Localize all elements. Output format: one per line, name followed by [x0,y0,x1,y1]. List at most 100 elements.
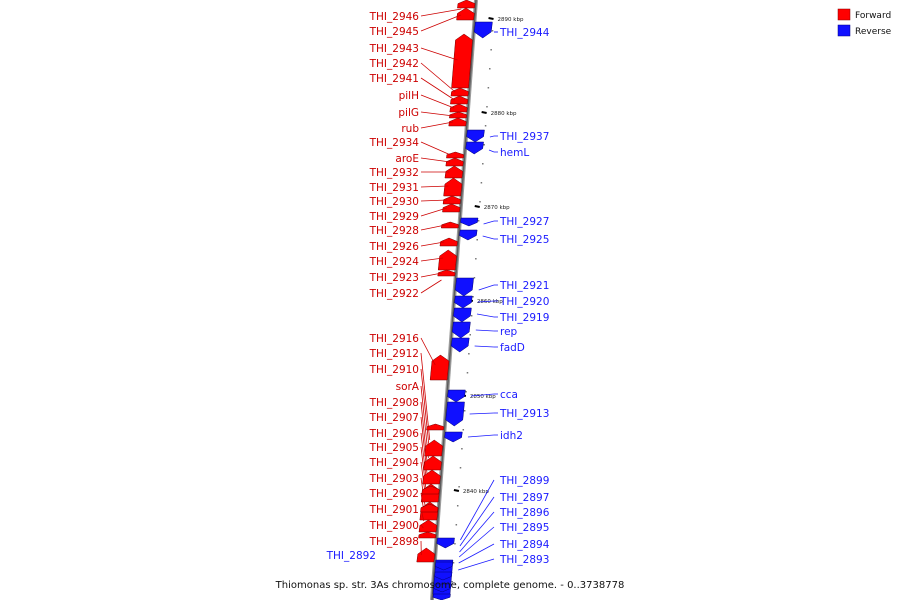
gene-label-forward[interactable]: THI_2932 [369,167,419,179]
gene-forward-THI_2934[interactable] [446,151,465,159]
gene-label-reverse[interactable]: THI_2927 [499,216,549,228]
gene-label-forward[interactable]: rub [401,123,419,135]
gene-label-forward[interactable]: THI_2900 [369,520,419,532]
gene-reverse-THI_2895[interactable] [436,537,455,549]
gene-forward-THI_2928[interactable] [440,221,459,229]
gene-label-forward[interactable]: THI_2941 [369,73,419,85]
gene-label-forward[interactable]: THI_2922 [369,288,419,300]
gene-forward-THI_2900[interactable] [418,519,438,533]
gene-reverse-THI_2925[interactable] [459,229,478,241]
gene-label-forward[interactable]: THI_2905 [369,442,419,454]
gene-label-reverse[interactable]: THI_2921 [499,280,549,292]
gene-reverse-hemL[interactable] [465,141,484,155]
gene-forward-THI_2904[interactable] [423,455,442,471]
gene-reverse-THI_2920[interactable] [454,295,473,309]
gene-label-reverse[interactable]: THI_2920 [499,296,549,308]
gene-reverse-fadD[interactable] [450,337,470,353]
gene-label-reverse[interactable]: THI_2893 [499,554,549,566]
gene-reverse-rep[interactable] [451,321,471,339]
gene-forward-THI_2926[interactable] [439,237,458,247]
gene-label-forward[interactable]: THI_2907 [369,412,419,424]
gene-label-reverse[interactable]: THI_2892 [326,550,376,562]
gene-label-forward[interactable]: THI_2943 [369,43,419,55]
gene-forward-THI_2924[interactable] [437,249,457,271]
gene-label-reverse[interactable]: cca [500,389,518,401]
gene-label-reverse[interactable]: THI_2896 [499,507,550,519]
gene-label-forward[interactable]: THI_2901 [369,504,419,516]
gene-forward-THI_2923[interactable] [437,269,456,277]
gene-label-forward[interactable]: THI_2923 [369,272,419,284]
gene-label-forward[interactable]: THI_2916 [369,333,420,345]
gene-forward-THI_2916[interactable] [429,354,450,381]
gene-reverse-THI_2913[interactable] [445,401,465,427]
gene-reverse-THI_2927[interactable] [460,217,479,227]
gene-label-reverse[interactable]: THI_2899 [499,475,549,487]
gene-reverse-unlabelled[interactable] [434,571,453,581]
gene-label-forward[interactable]: THI_2910 [369,364,419,376]
gene-reverse-unlabelled[interactable] [432,593,451,600]
gene-forward-pilH[interactable] [449,103,468,113]
gene-label-reverse[interactable]: THI_2919 [499,312,549,324]
gene-label-forward[interactable]: THI_2929 [369,211,419,223]
gene-label-forward[interactable]: pilH [399,90,419,102]
gene-forward-THI_2943[interactable] [451,33,473,89]
gene-reverse-unlabelled[interactable] [433,583,452,593]
gene-label-forward[interactable]: THI_2904 [369,457,420,469]
gene-forward-THI_2931[interactable] [443,177,463,197]
gene-label-forward[interactable]: THI_2906 [369,428,420,440]
gene-label-reverse[interactable]: THI_2895 [499,522,549,534]
gene-forward-THI_2898[interactable] [416,547,436,563]
gene-label-forward[interactable]: THI_2924 [369,256,420,268]
gene-label-forward[interactable]: THI_2908 [369,397,419,409]
gene-reverse-unlabelled[interactable] [434,561,454,571]
gene-forward-THI_2945[interactable] [456,7,475,21]
gene-label-reverse[interactable]: THI_2913 [499,408,549,420]
gene-label-reverse[interactable]: rep [500,326,518,338]
gene-label-forward[interactable]: THI_2902 [369,488,419,500]
gene-label-reverse[interactable]: fadD [500,342,525,354]
gene-label-forward[interactable]: aroE [395,153,419,165]
gene-label-reverse[interactable]: THI_2894 [499,539,550,551]
gene-reverse-THI_2919[interactable] [453,307,472,323]
gene-forward-THI_2941[interactable] [450,95,469,105]
gene-label-forward[interactable]: THI_2930 [369,196,419,208]
gene-label-forward[interactable]: THI_2926 [369,241,420,253]
gene-forward-rub[interactable] [448,117,467,127]
gene-label-reverse[interactable]: idh2 [500,430,523,442]
gene-label-forward[interactable]: THI_2931 [369,182,419,194]
gene-label-forward[interactable]: pilG [398,107,419,119]
gene-label-forward[interactable]: THI_2928 [369,225,419,237]
gene-label-reverse[interactable]: THI_2937 [499,131,549,143]
gene-forward-THI_2942[interactable] [450,87,469,97]
gene-label-reverse[interactable]: THI_2925 [499,234,549,246]
gene-forward-unlabelled[interactable] [420,503,439,513]
gene-label-forward[interactable]: THI_2903 [369,473,419,485]
gene-forward-unlabelled[interactable] [426,423,445,431]
gene-label-forward[interactable]: sorA [396,381,420,393]
gene-forward-unlabelled[interactable] [421,485,440,495]
gene-label-forward[interactable]: THI_2945 [369,26,419,38]
gene-forward-aroE[interactable] [445,157,464,167]
gene-reverse-idh2[interactable] [444,431,463,443]
leader-line [420,352,431,441]
gene-forward-unlabelled[interactable] [418,531,437,539]
gene-label-reverse[interactable]: hemL [500,147,529,159]
gene-forward-THI_2905[interactable] [424,439,443,457]
gene-label-reverse[interactable]: THI_2944 [499,27,550,39]
gene-forward-THI_2932[interactable] [444,165,464,179]
gene-reverse-THI_2937[interactable] [466,129,485,143]
gene-reverse-THI_2921[interactable] [455,277,474,297]
gene-label-reverse[interactable]: THI_2897 [499,492,549,504]
gene-label-forward[interactable]: THI_2934 [369,137,420,149]
gene-forward-pilG[interactable] [449,111,468,119]
gene-reverse-THI_2944[interactable] [473,21,493,39]
gene-label-forward[interactable]: THI_2912 [369,348,419,360]
gene-forward-THI_2930[interactable] [442,195,461,205]
gene-forward-THI_2903[interactable] [422,469,441,485]
gene-reverse-cca[interactable] [447,389,466,403]
gene-label-forward[interactable]: THI_2942 [369,58,419,70]
gene-forward-THI_2929[interactable] [442,203,461,213]
gene-label-forward[interactable]: THI_2898 [369,536,419,548]
gene-forward-THI_2946[interactable] [457,0,476,9]
gene-label-forward[interactable]: THI_2946 [369,11,420,23]
